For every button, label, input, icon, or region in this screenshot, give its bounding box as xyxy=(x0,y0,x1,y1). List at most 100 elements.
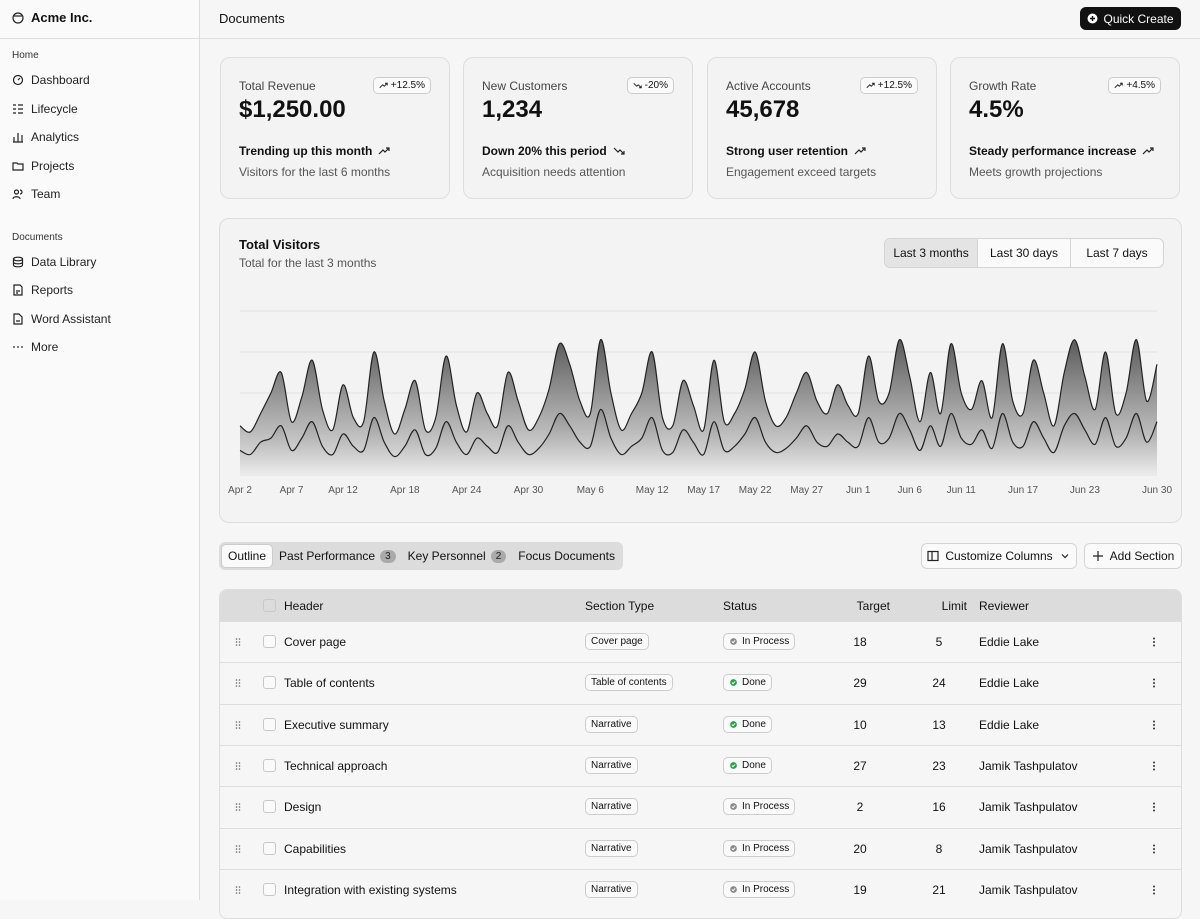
column-header: Limit xyxy=(941,599,967,613)
row-checkbox[interactable] xyxy=(263,882,276,896)
tab[interactable]: Key Personnel 2 xyxy=(402,545,513,567)
range-button[interactable]: Last 30 days xyxy=(977,239,1070,267)
table-row: Table of contents Table of contents Done 29… xyxy=(220,662,1181,704)
tab[interactable]: Focus Documents xyxy=(512,545,621,567)
cell-type: Narrative xyxy=(585,715,638,733)
nav-item[interactable]: Reports xyxy=(12,283,73,297)
cell-limit: 21 xyxy=(932,882,946,897)
cell-reviewer: Jamik Tashpulatov xyxy=(979,882,1078,897)
row-menu[interactable] xyxy=(1148,884,1160,896)
nav-item[interactable]: Data Library xyxy=(12,255,96,269)
chevron-icon xyxy=(1061,554,1069,559)
cell-status: Done xyxy=(723,715,772,733)
x-tick-label: Jun 1 xyxy=(846,485,871,496)
nav-item[interactable]: Analytics xyxy=(12,130,79,144)
status-icon xyxy=(730,679,737,687)
status-icon xyxy=(730,885,737,893)
cell-status: In Process xyxy=(723,633,796,650)
stat-note: Engagement exceed targets xyxy=(726,165,877,179)
row-menu[interactable] xyxy=(1148,801,1160,813)
badge-text: +4.5% xyxy=(1126,80,1155,91)
status-text: Done xyxy=(742,759,766,771)
row-menu[interactable] xyxy=(1148,760,1160,772)
action-button[interactable]: Customize Columns xyxy=(921,543,1077,569)
cell-target: 10 xyxy=(853,717,867,732)
stat-card: Active Accounts +12.5% 45,678 Strong user r… xyxy=(707,57,937,199)
table-row: Integration with existing systems Narrati… xyxy=(220,868,1181,911)
quick-create[interactable]: Quick Create xyxy=(1080,7,1181,30)
action-button[interactable]: Add Section xyxy=(1084,543,1182,569)
nav-label: Team xyxy=(31,187,61,201)
header-checkbox[interactable] xyxy=(263,599,276,612)
tab-count: 2 xyxy=(490,549,507,563)
chart-subtitle: Total for the last 3 months xyxy=(239,256,377,270)
row-menu[interactable] xyxy=(1148,719,1160,731)
row-checkbox[interactable] xyxy=(263,841,276,855)
tab[interactable]: Past Performance 3 xyxy=(273,545,402,567)
row-checkbox[interactable] xyxy=(263,800,276,814)
tab-count: 3 xyxy=(380,549,396,563)
nav-item[interactable]: Team xyxy=(12,187,60,201)
cell-limit: 23 xyxy=(932,758,946,773)
nav-label: Data Library xyxy=(31,254,97,269)
stat-badge: +4.5% xyxy=(1108,77,1161,94)
cell-reviewer: Jamik Tashpulatov xyxy=(979,841,1078,856)
cell-header: Table of contents xyxy=(284,676,375,691)
cell-reviewer: Eddie Lake xyxy=(979,635,1040,649)
x-tick-label: Apr 18 xyxy=(390,485,420,496)
trend-icon xyxy=(1142,147,1155,155)
action-icon xyxy=(927,550,939,562)
tab-label: Outline xyxy=(228,549,267,563)
chart: Apr 2 Apr 7 Apr 12 Apr 18 Apr 24 Apr 30 May 6 M… xyxy=(228,310,1172,496)
table-row: Technical approach Narrative Done 27 23 Jamik… xyxy=(220,744,1181,787)
range-button[interactable]: Last 7 days xyxy=(1070,239,1163,267)
x-tick-label: Apr 30 xyxy=(514,485,544,496)
row-checkbox[interactable] xyxy=(263,676,276,690)
cell-header: Design xyxy=(284,800,322,815)
section-title: Documents xyxy=(12,231,63,243)
cell-limit: 8 xyxy=(935,841,943,856)
row-menu[interactable] xyxy=(1148,677,1160,689)
nav-item[interactable]: Word Assistant xyxy=(12,312,111,326)
stat-value: 4.5% xyxy=(969,96,1024,123)
column-header: Header xyxy=(284,599,324,613)
brand[interactable]: Acme Inc. xyxy=(12,10,92,25)
row-checkbox[interactable] xyxy=(263,635,276,648)
area-line xyxy=(239,339,1158,435)
area-line xyxy=(239,408,1158,458)
stat-note: Meets growth projections xyxy=(969,165,1103,179)
cell-type: Cover page xyxy=(585,633,649,650)
nav-item[interactable]: Projects xyxy=(12,159,74,173)
trend-text: Steady performance increase xyxy=(969,144,1137,158)
row-menu[interactable] xyxy=(1148,843,1160,855)
status-text: Done xyxy=(742,677,766,689)
row-checkbox[interactable] xyxy=(263,758,276,772)
x-tick-label: Apr 7 xyxy=(280,485,304,496)
status-icon xyxy=(730,844,737,852)
cell-header: Cover page xyxy=(284,635,347,649)
badge-icon xyxy=(866,82,875,89)
drag-handle xyxy=(235,720,241,729)
nav-icon xyxy=(12,74,24,86)
nav-item[interactable]: More xyxy=(12,340,58,354)
nav-item[interactable]: Dashboard xyxy=(12,73,90,87)
cell-type: Narrative xyxy=(585,839,638,857)
trend-text: Down 20% this period xyxy=(482,144,607,158)
nav-item[interactable]: Lifecycle xyxy=(12,102,78,116)
badge-icon xyxy=(1114,82,1124,89)
nav-icon xyxy=(12,189,23,200)
table-row: Capabilities Narrative In Process 20 8 Jamik … xyxy=(220,827,1181,870)
row-menu[interactable] xyxy=(1148,636,1160,648)
tab[interactable]: Outline xyxy=(221,544,274,568)
table-row: Executive summary Narrative Done 10 13 Eddie … xyxy=(220,703,1181,746)
stat-label: Total Revenue xyxy=(239,79,316,93)
stat-value: $1,250.00 xyxy=(239,96,346,123)
x-tick-label: May 12 xyxy=(636,485,669,496)
stat-note: Visitors for the last 6 months xyxy=(239,165,391,179)
badge-text: -20% xyxy=(644,80,668,91)
cell-reviewer: Eddie Lake xyxy=(979,717,1040,732)
stat-trend: Steady performance increase xyxy=(969,144,1155,158)
cell-reviewer: Eddie Lake xyxy=(979,676,1040,691)
row-checkbox[interactable] xyxy=(263,717,276,731)
range-button[interactable]: Last 3 months xyxy=(885,239,977,267)
